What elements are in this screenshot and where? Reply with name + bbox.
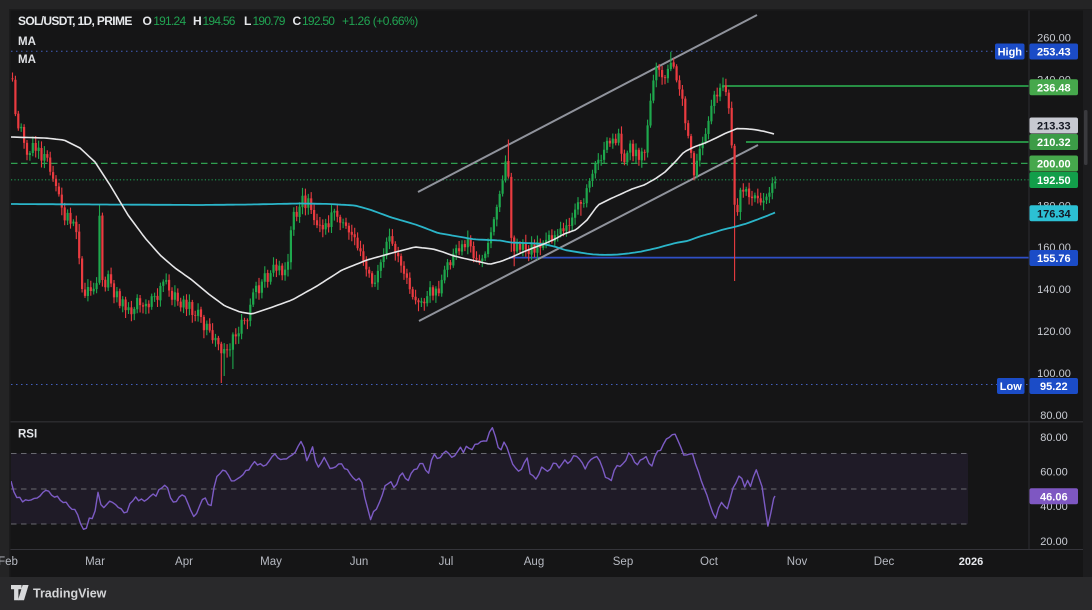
svg-text:80.00: 80.00 <box>1040 410 1068 422</box>
svg-text:L: L <box>244 14 251 28</box>
svg-text:C: C <box>293 14 302 28</box>
svg-text:190.79: 190.79 <box>253 14 286 28</box>
svg-text:Oct: Oct <box>700 556 719 568</box>
svg-text:192.50: 192.50 <box>1037 175 1071 187</box>
svg-text:155.76: 155.76 <box>1037 253 1071 265</box>
svg-text:Nov: Nov <box>787 556 808 568</box>
svg-text:MA: MA <box>18 54 36 66</box>
svg-text:200.00: 200.00 <box>1037 159 1071 171</box>
svg-text:120.00: 120.00 <box>1037 326 1071 338</box>
svg-text:RSI: RSI <box>18 429 37 441</box>
svg-text:SOL/USDT, 1D, PRIME: SOL/USDT, 1D, PRIME <box>18 14 132 28</box>
svg-text:Sep: Sep <box>613 556 633 568</box>
svg-text:80.00: 80.00 <box>1040 432 1068 444</box>
svg-text:236.48: 236.48 <box>1037 82 1071 94</box>
svg-text:Jun: Jun <box>350 556 369 568</box>
svg-text:2026: 2026 <box>959 556 983 568</box>
svg-text:100.00: 100.00 <box>1037 368 1071 380</box>
svg-text:Feb: Feb <box>0 556 18 568</box>
svg-text:+1.26 (+0.66%): +1.26 (+0.66%) <box>342 14 418 28</box>
svg-text:H: H <box>193 14 202 28</box>
svg-text:Jul: Jul <box>439 556 454 568</box>
svg-text:O: O <box>143 14 152 28</box>
svg-text:MA: MA <box>18 36 36 48</box>
svg-text:Dec: Dec <box>874 556 895 568</box>
svg-text:140.00: 140.00 <box>1037 284 1071 296</box>
svg-text:213.33: 213.33 <box>1037 121 1071 133</box>
svg-text:Low: Low <box>1000 381 1022 393</box>
svg-text:95.22: 95.22 <box>1040 381 1068 393</box>
svg-text:Apr: Apr <box>175 556 193 568</box>
svg-text:210.32: 210.32 <box>1037 137 1071 149</box>
svg-text:191.24: 191.24 <box>153 14 186 28</box>
svg-text:Aug: Aug <box>524 556 544 568</box>
svg-text:May: May <box>260 556 282 568</box>
svg-text:20.00: 20.00 <box>1040 536 1068 548</box>
svg-text:46.06: 46.06 <box>1040 491 1068 503</box>
svg-text:TradingView: TradingView <box>33 587 107 601</box>
svg-text:260.00: 260.00 <box>1037 33 1071 45</box>
svg-text:253.43: 253.43 <box>1037 47 1071 59</box>
svg-text:High: High <box>998 47 1023 59</box>
svg-text:Mar: Mar <box>85 556 105 568</box>
svg-text:60.00: 60.00 <box>1040 467 1068 479</box>
svg-text:176.34: 176.34 <box>1037 208 1072 220</box>
svg-text:192.50: 192.50 <box>302 14 335 28</box>
svg-text:194.56: 194.56 <box>203 14 236 28</box>
